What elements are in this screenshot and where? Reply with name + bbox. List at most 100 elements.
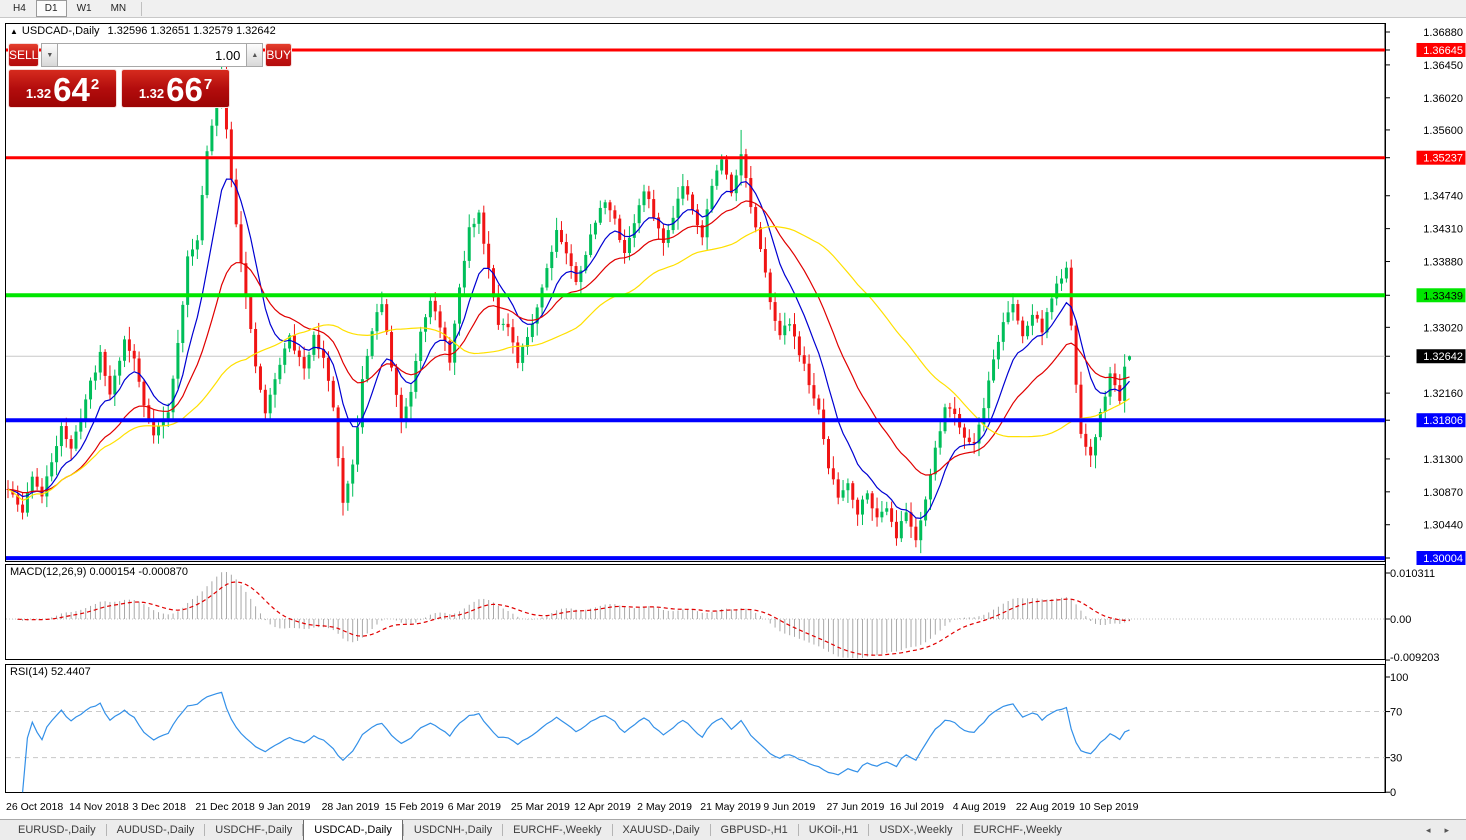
tab-ukoil-h1[interactable]: UKOil-,H1 xyxy=(808,824,859,836)
tab-separator xyxy=(709,824,711,836)
svg-text:14 Nov 2018: 14 Nov 2018 xyxy=(69,801,129,813)
ma-sma-50 xyxy=(7,225,1130,501)
buy-button[interactable]: BUY xyxy=(265,43,293,67)
macd-indicator xyxy=(12,572,1131,659)
tab-separator xyxy=(402,824,404,836)
chart-canvas[interactable]: 1.36880 1.36450 1.36020 1.35600 1.34740 1.343… xyxy=(0,20,1466,820)
timeframe-button-h4[interactable]: H4 xyxy=(13,3,26,14)
candlestick-series xyxy=(6,49,1132,554)
sell-price-prefix: 1.32 xyxy=(25,86,52,101)
svg-text:1.36020: 1.36020 xyxy=(1423,93,1463,105)
svg-text:1.33880: 1.33880 xyxy=(1423,257,1463,269)
tab-xauusd-daily[interactable]: XAUUSD-,Daily xyxy=(622,824,700,836)
timeframe-toolbar-buttons: H4 D1 W1 MN xyxy=(4,0,136,17)
tab-usdcad-daily[interactable]: USDCAD-,Daily xyxy=(303,820,403,840)
tab-separator xyxy=(302,824,304,836)
symbol-tab-bar: EURUSD-,Daily AUDUSD-,Daily USDCHF-,Daily U… xyxy=(0,819,1466,840)
date-axis: 26 Oct 2018 14 Nov 2018 3 Dec 2018 21 Dec 2… xyxy=(6,801,1139,813)
tab-separator xyxy=(204,824,206,836)
svg-text:21 Dec 2018: 21 Dec 2018 xyxy=(195,801,255,813)
tab-scroll-right-button[interactable]: ▸ xyxy=(1437,825,1456,836)
chart-title-ohlc: 1.32596 1.32651 1.32579 1.32642 xyxy=(107,25,276,37)
tab-separator xyxy=(797,824,799,836)
svg-text:0.010311: 0.010311 xyxy=(1390,568,1435,580)
ma-ema-10 xyxy=(7,178,1130,520)
svg-text:1.33020: 1.33020 xyxy=(1423,322,1463,334)
sell-price-pipette: 2 xyxy=(90,76,100,93)
timeframe-toolbar: H4 D1 W1 MN xyxy=(0,0,1466,18)
tab-eurchf-weekly[interactable]: EURCHF-,Weekly xyxy=(513,824,602,836)
tab-separator xyxy=(962,824,964,836)
svg-text:12 Apr 2019: 12 Apr 2019 xyxy=(574,801,631,813)
tab-gbpusd-h1[interactable]: GBPUSD-,H1 xyxy=(720,824,788,836)
svg-text:70: 70 xyxy=(1390,707,1402,719)
ma-ema-25 xyxy=(7,200,1130,494)
macd-label: MACD(12,26,9) 0.000154 -0.000870 xyxy=(10,566,188,578)
buy-price-pipette: 7 xyxy=(203,76,213,93)
svg-text:3 Dec 2018: 3 Dec 2018 xyxy=(132,801,186,813)
tab-eurchf-weekly[interactable]: EURCHF-,Weekly xyxy=(973,824,1062,836)
svg-text:21 May 2019: 21 May 2019 xyxy=(700,801,761,813)
svg-text:0.00: 0.00 xyxy=(1390,614,1411,626)
tab-separator xyxy=(502,824,504,836)
svg-text:1.36450: 1.36450 xyxy=(1423,60,1463,72)
svg-text:1.35600: 1.35600 xyxy=(1423,125,1463,137)
svg-text:22 Aug 2019: 22 Aug 2019 xyxy=(1016,801,1075,813)
symbol-collapse-arrow-icon[interactable]: ▲ xyxy=(10,27,18,36)
svg-text:1.36880: 1.36880 xyxy=(1423,27,1463,39)
svg-text:1.31806: 1.31806 xyxy=(1423,415,1463,427)
tab-usdx-weekly[interactable]: USDX-,Weekly xyxy=(879,824,953,836)
volume-increase-button[interactable]: ▲ xyxy=(246,43,264,67)
svg-text:1.31300: 1.31300 xyxy=(1423,454,1463,466)
timeframe-button-mn[interactable]: MN xyxy=(110,3,127,14)
svg-text:100: 100 xyxy=(1390,672,1408,684)
svg-text:-0.009203: -0.009203 xyxy=(1390,652,1440,664)
timeframe-button-d1[interactable]: D1 xyxy=(35,0,67,17)
tab-audusd-daily[interactable]: AUDUSD-,Daily xyxy=(116,824,195,836)
tab-separator xyxy=(868,824,870,836)
svg-text:6 Mar 2019: 6 Mar 2019 xyxy=(448,801,501,813)
price-axis: 1.36880 1.36450 1.36020 1.35600 1.34740 1.343… xyxy=(1386,27,1466,799)
volume-decrease-button[interactable]: ▼ xyxy=(41,43,59,67)
svg-text:10 Sep 2019: 10 Sep 2019 xyxy=(1079,801,1139,813)
symbol-tabs: EURUSD-,Daily AUDUSD-,Daily USDCHF-,Daily U… xyxy=(0,820,1072,840)
spin-up-icon: ▲ xyxy=(251,51,259,59)
svg-text:1.34310: 1.34310 xyxy=(1423,224,1463,236)
svg-text:1.30870: 1.30870 xyxy=(1423,487,1463,499)
svg-text:25 Mar 2019: 25 Mar 2019 xyxy=(511,801,570,813)
volume-spinner: ▼ ▲ xyxy=(41,43,264,67)
buy-price-big: 66 xyxy=(166,71,203,108)
svg-text:26 Oct 2018: 26 Oct 2018 xyxy=(6,801,63,813)
chart-title-symbol: USDCAD-,Daily xyxy=(21,25,100,37)
sell-price-big: 64 xyxy=(53,71,90,108)
buy-price-prefix: 1.32 xyxy=(138,86,165,101)
tab-eurusd-daily[interactable]: EURUSD-,Daily xyxy=(18,824,96,836)
svg-text:1.32642: 1.32642 xyxy=(1423,351,1463,363)
svg-text:1.33439: 1.33439 xyxy=(1423,290,1463,302)
svg-text:28 Jan 2019: 28 Jan 2019 xyxy=(322,801,380,813)
tab-nav: ◂ ▸ xyxy=(1419,820,1466,840)
timeframe-button-w1[interactable]: W1 xyxy=(76,3,92,14)
chart-title: ▲ USDCAD-,Daily 1.32596 1.32651 1.32579 1.… xyxy=(10,25,276,37)
tab-separator xyxy=(105,824,107,836)
toolbar-separator xyxy=(141,1,143,16)
svg-text:1.36645: 1.36645 xyxy=(1423,45,1463,57)
svg-text:30: 30 xyxy=(1390,753,1402,765)
svg-text:27 Jun 2019: 27 Jun 2019 xyxy=(826,801,884,813)
tab-usdchf-daily[interactable]: USDCHF-,Daily xyxy=(215,824,293,836)
sell-button[interactable]: SELL xyxy=(8,43,40,67)
volume-input[interactable] xyxy=(58,43,247,67)
svg-text:1.30004: 1.30004 xyxy=(1423,553,1463,565)
tab-scroll-left-button[interactable]: ◂ xyxy=(1419,825,1438,836)
tab-scroll-right-icon: ▸ xyxy=(1444,824,1449,835)
buy-price-button[interactable]: 1.32 66 7 xyxy=(121,69,230,108)
sell-price-button[interactable]: 1.32 64 2 xyxy=(8,69,117,108)
tab-separator xyxy=(611,824,613,836)
tab-usdcnh-daily[interactable]: USDCNH-,Daily xyxy=(413,824,493,836)
rsi-line xyxy=(22,691,1130,793)
svg-text:1.35237: 1.35237 xyxy=(1423,153,1463,165)
svg-text:4 Aug 2019: 4 Aug 2019 xyxy=(953,801,1006,813)
svg-text:16 Jul 2019: 16 Jul 2019 xyxy=(890,801,944,813)
